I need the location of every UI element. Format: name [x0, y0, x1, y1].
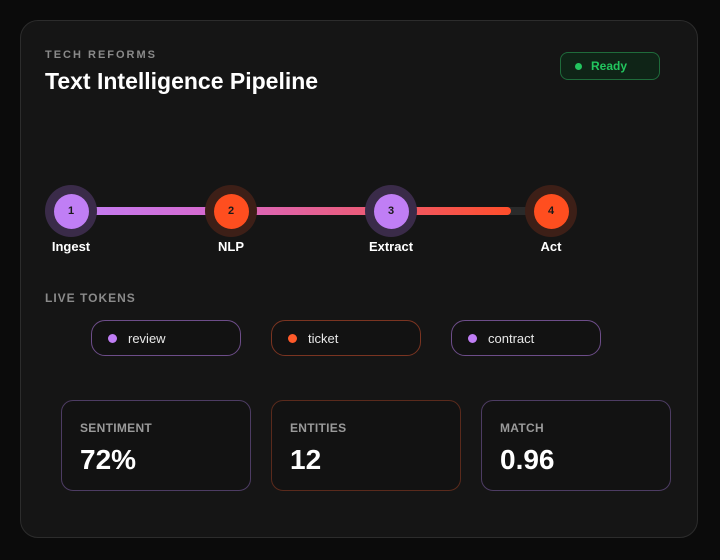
step-label-nlp: NLP	[218, 239, 244, 254]
token-label: contract	[488, 330, 535, 346]
step-label-extract: Extract	[368, 239, 414, 254]
step-number: 4	[533, 193, 569, 229]
step-number: 3	[373, 193, 409, 229]
status-label: Ready	[591, 59, 628, 73]
live-tokens-heading: LIVE TOKENS	[45, 291, 136, 305]
step-label-ingest: Ingest	[51, 239, 91, 254]
page-title: Text Intelligence Pipeline	[45, 68, 319, 94]
metric-card-match: MATCH 0.96	[481, 400, 671, 491]
token-label: ticket	[308, 330, 339, 346]
step-node-nlp[interactable]: 2	[205, 185, 257, 237]
token-dot-icon	[288, 333, 297, 343]
metric-label: MATCH	[500, 421, 544, 435]
step-node-extract[interactable]: 3	[365, 185, 417, 237]
eyebrow-label: TECH REFORMS	[45, 49, 157, 61]
step-number: 1	[53, 193, 89, 229]
step-number: 2	[213, 193, 249, 229]
token-chip-review[interactable]: review	[91, 320, 241, 356]
metric-label: ENTITIES	[290, 421, 347, 435]
token-chip-ticket[interactable]: ticket	[271, 320, 421, 356]
token-label: review	[128, 330, 166, 346]
metric-card-entities: ENTITIES 12	[271, 400, 461, 491]
status-dot-icon	[575, 62, 582, 70]
metric-value: 12	[290, 444, 322, 475]
metric-value: 72%	[80, 444, 137, 475]
pipeline-progress-fill	[71, 207, 511, 215]
step-node-ingest[interactable]: 1	[45, 185, 97, 237]
pipeline-card: TECH REFORMS Text Intelligence Pipeline …	[20, 20, 698, 538]
step-label-act: Act	[540, 239, 562, 254]
status-badge: Ready	[560, 52, 660, 80]
metric-card-sentiment: SENTIMENT 72%	[61, 400, 251, 491]
token-dot-icon	[108, 333, 117, 343]
metric-label: SENTIMENT	[80, 421, 153, 435]
token-chip-contract[interactable]: contract	[451, 320, 601, 356]
metric-value: 0.96	[500, 444, 555, 475]
step-node-act[interactable]: 4	[525, 185, 577, 237]
token-dot-icon	[468, 333, 477, 343]
